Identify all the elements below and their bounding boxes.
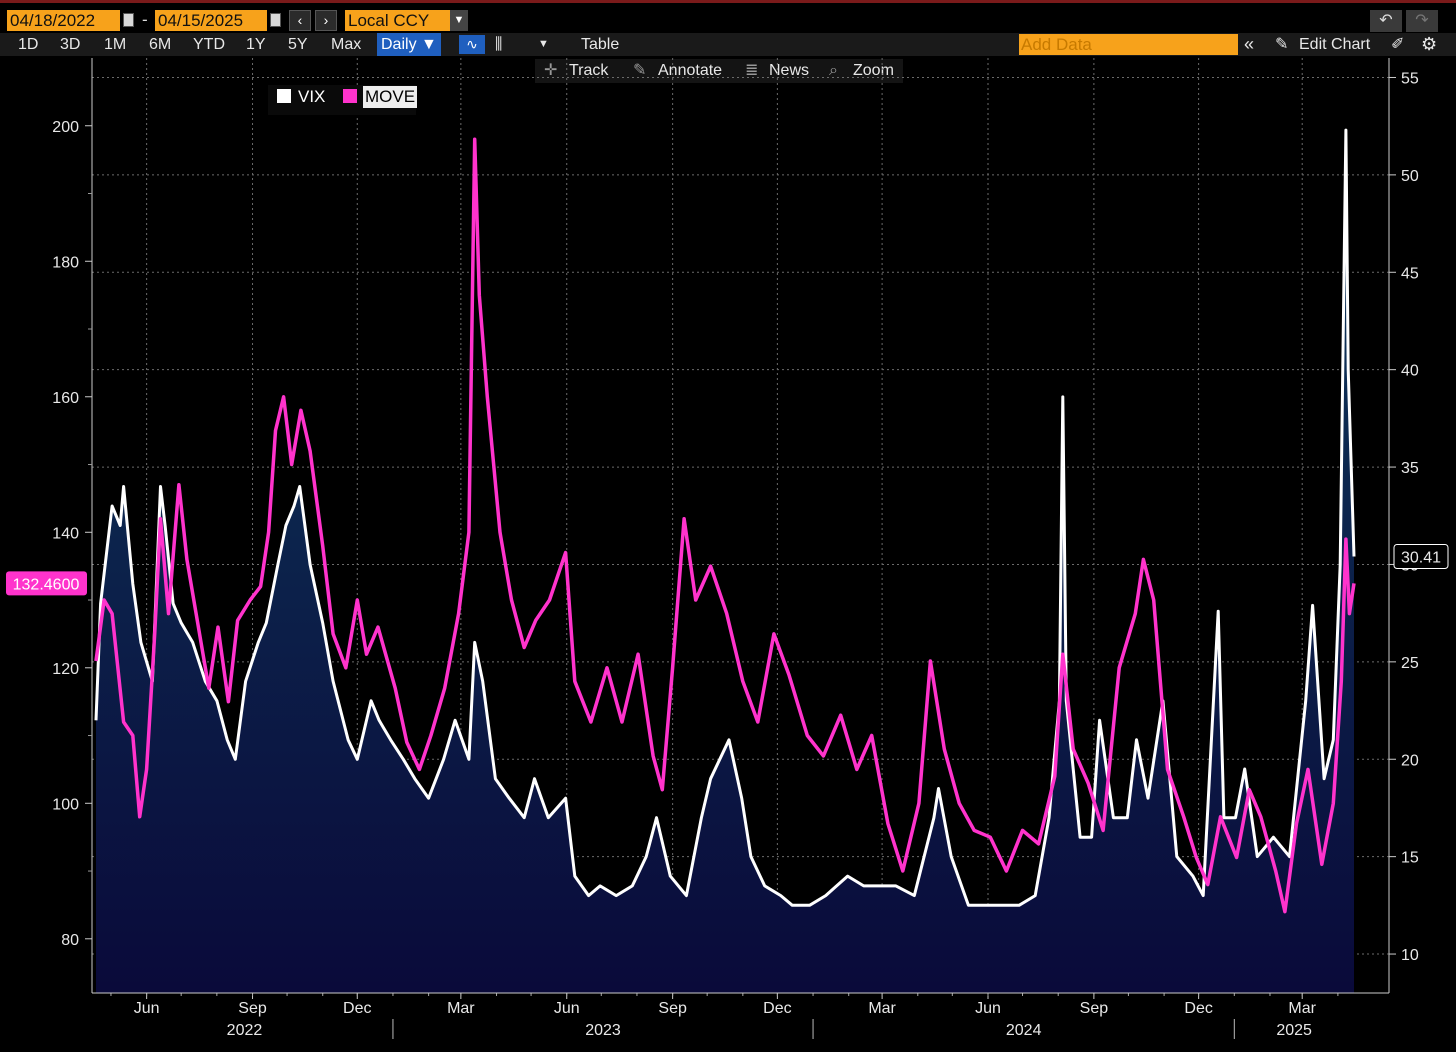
year-label: 2024 — [1006, 1022, 1042, 1039]
frequency-select[interactable]: Daily ▼ — [377, 33, 441, 56]
period-max[interactable]: Max — [331, 36, 362, 53]
calendar-icon[interactable] — [270, 13, 281, 27]
pencil-icon[interactable]: ✎ — [1275, 36, 1289, 53]
period-1y[interactable]: 1Y — [246, 36, 266, 53]
y-right-tick-label: 10 — [1401, 947, 1419, 964]
y-right-tick-label: 40 — [1401, 363, 1419, 380]
year-label: 2023 — [585, 1022, 621, 1039]
y-left-tick-label: 80 — [61, 932, 79, 949]
y-left-tick-label: 200 — [52, 119, 79, 136]
period-3d[interactable]: 3D — [60, 36, 81, 53]
bar-chart-icon[interactable]: ⫼ — [495, 36, 503, 53]
y-right-tick-label: 45 — [1401, 265, 1419, 282]
next-period-button[interactable]: › — [315, 10, 337, 31]
pen-icon: ✎ — [633, 62, 647, 79]
y-right-tick-label: 20 — [1401, 752, 1419, 769]
x-tick-label: Dec — [343, 1000, 371, 1017]
y-left-tick-label: 180 — [52, 254, 79, 271]
y-right-tick-label: 55 — [1401, 70, 1419, 87]
x-tick-label: Dec — [1184, 1000, 1212, 1017]
legend-swatch-vix — [277, 89, 291, 103]
period-1m[interactable]: 1M — [104, 36, 127, 53]
edit-chart-button[interactable]: Edit Chart — [1299, 36, 1371, 53]
axes — [85, 58, 1396, 1039]
date-separator: - — [142, 10, 148, 29]
year-label: 2025 — [1276, 1022, 1312, 1039]
chevron-down-icon[interactable]: ▼ — [538, 38, 549, 50]
x-tick-label: Mar — [447, 1000, 475, 1017]
x-tick-label: Mar — [868, 1000, 896, 1017]
y-right-tick-label: 25 — [1401, 655, 1419, 672]
line-chart-icon[interactable]: ∿ — [459, 35, 485, 54]
y-right-tick-label: 50 — [1401, 168, 1419, 185]
y-left-tick-label: 100 — [52, 796, 79, 813]
crosshair-icon: ✛ — [544, 62, 558, 79]
x-tick-label: Jun — [134, 1000, 160, 1017]
move-last-value: 132.4600 — [13, 576, 80, 593]
end-date-field[interactable]: 04/15/2025 — [155, 10, 267, 31]
x-tick-label: Jun — [975, 1000, 1001, 1017]
prev-period-button[interactable]: ‹ — [289, 10, 311, 31]
chart-tools-bar — [535, 59, 903, 83]
redo-icon[interactable]: ↷ — [1406, 10, 1438, 32]
y-left-tick-label: 140 — [52, 525, 79, 542]
undo-icon[interactable]: ↶ — [1370, 10, 1402, 32]
y-right-tick-label: 35 — [1401, 460, 1419, 477]
y-left-tick-label: 160 — [52, 390, 79, 407]
move-series-line — [94, 137, 1356, 914]
x-tick-label: Jun — [554, 1000, 580, 1017]
period-ytd[interactable]: YTD — [193, 36, 225, 53]
track-button[interactable]: Track — [569, 62, 609, 79]
legend-label-move[interactable]: MOVE — [363, 86, 418, 108]
news-icon: ≣ — [745, 62, 759, 79]
y-left-tick-label: 120 — [52, 661, 79, 678]
x-tick-label: Sep — [658, 1000, 687, 1017]
move-last-value-tag — [6, 571, 87, 596]
chevron-down-icon[interactable]: ▼ — [450, 10, 468, 31]
window-top-border — [0, 0, 1456, 3]
news-button[interactable]: News — [769, 62, 810, 79]
vix-area-fill — [96, 130, 1354, 994]
gear-icon[interactable]: ⚙ — [1421, 34, 1438, 54]
calendar-icon[interactable] — [123, 13, 134, 27]
vix-last-value-tag — [1393, 543, 1449, 569]
annotate-button[interactable]: Annotate — [658, 62, 723, 79]
x-tick-label: Sep — [1080, 1000, 1109, 1017]
currency-select[interactable]: Local CCY — [345, 10, 468, 31]
x-tick-label: Sep — [238, 1000, 267, 1017]
start-date-field[interactable]: 04/18/2022 — [7, 10, 120, 31]
axis-labels: Jun Sep Dec Mar Jun Sep Dec Mar Jun Sep Dec Mar 2022… — [6, 70, 1449, 1039]
legend-label-vix[interactable]: VIX — [298, 87, 326, 106]
year-label: 2022 — [227, 1022, 263, 1039]
magnifier-icon: ⌕ — [829, 62, 838, 79]
collapse-icon[interactable]: « — [1244, 34, 1255, 54]
vix-last-value: 30.41 — [1401, 549, 1441, 566]
x-tick-label: Mar — [1288, 1000, 1316, 1017]
zoom-button[interactable]: Zoom — [853, 62, 894, 79]
table-button[interactable]: Table — [581, 36, 620, 53]
x-tick-label: Dec — [763, 1000, 791, 1017]
period-6m[interactable]: 6M — [149, 36, 172, 53]
y-right-tick-label: 15 — [1401, 850, 1419, 867]
edit-settings-icon[interactable]: ✐ — [1391, 36, 1405, 53]
legend-swatch-move — [343, 89, 357, 103]
period-5y[interactable]: 5Y — [288, 36, 308, 53]
add-data-input[interactable]: Add Data — [1019, 34, 1238, 55]
period-1d[interactable]: 1D — [18, 36, 39, 53]
